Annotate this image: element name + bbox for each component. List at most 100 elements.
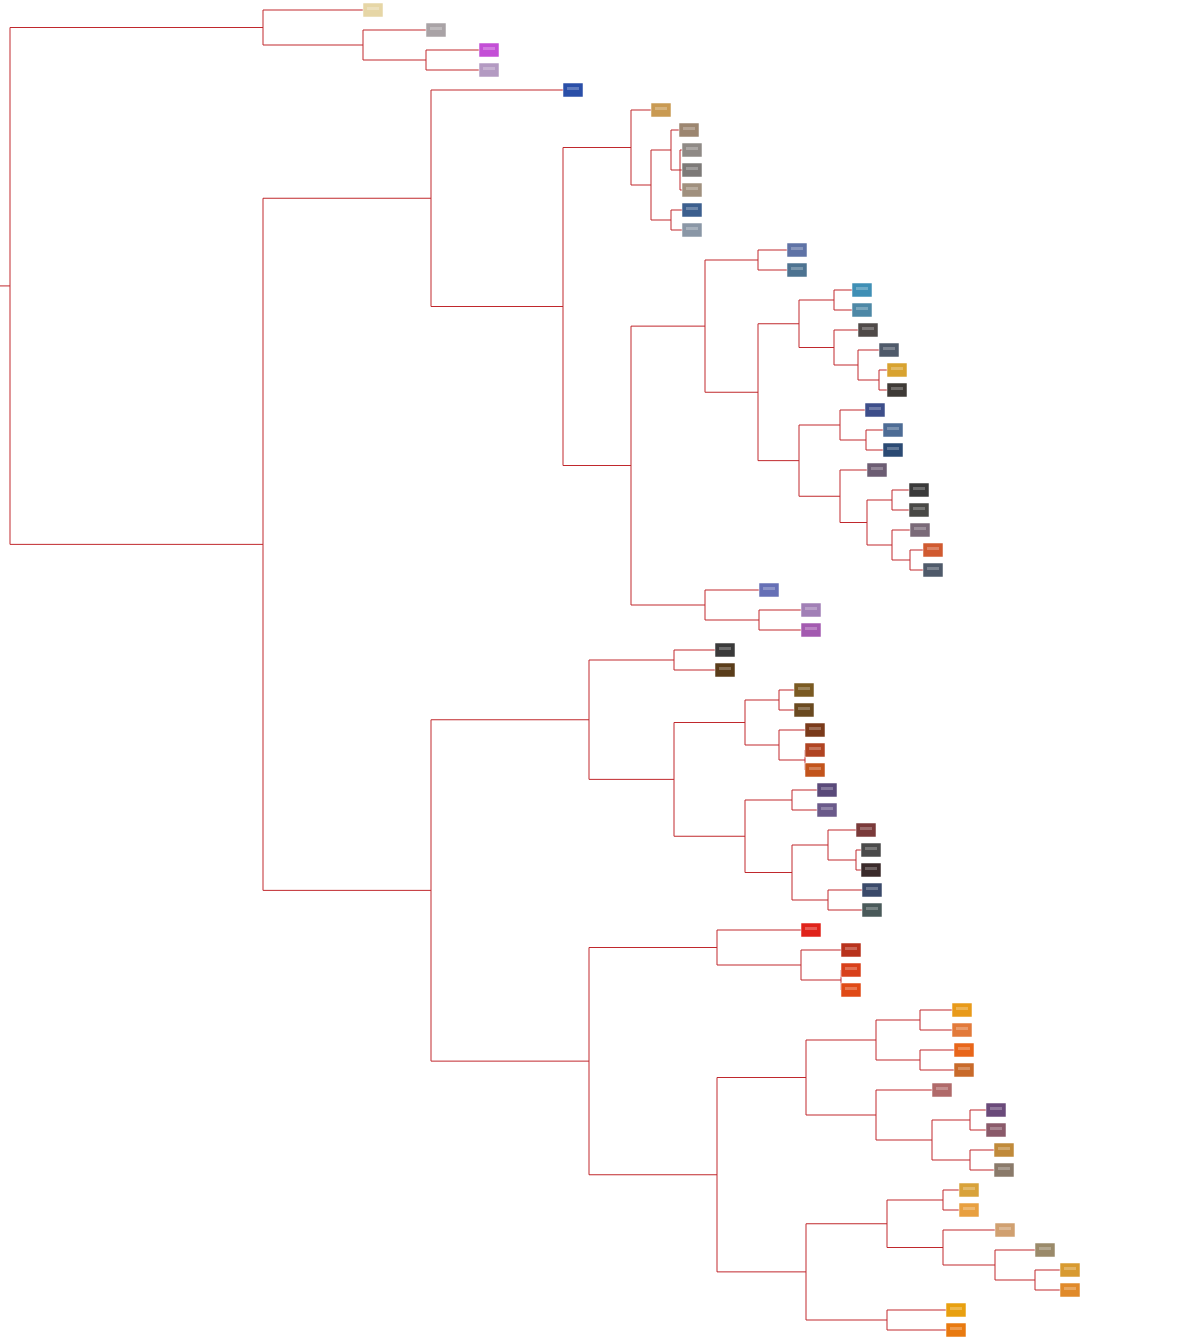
thumbnail-highlight <box>887 427 899 430</box>
thumbnail <box>804 762 826 778</box>
thumbnail <box>800 622 822 638</box>
thumbnail-highlight <box>1064 1267 1076 1270</box>
thumbnail-highlight <box>927 567 939 570</box>
thumbnail <box>861 902 883 918</box>
thumbnail-highlight <box>1039 1247 1051 1250</box>
thumbnail-highlight <box>686 207 698 210</box>
thumbnail-highlight <box>483 67 495 70</box>
thumbnail <box>362 2 384 18</box>
thumbnail <box>681 182 703 198</box>
thumbnail-highlight <box>999 1227 1011 1230</box>
thumbnail-highlight <box>990 1107 1002 1110</box>
thumbnail <box>922 542 944 558</box>
thumbnail-highlight <box>958 1047 970 1050</box>
thumbnail-highlight <box>430 27 442 30</box>
thumbnail <box>993 1142 1015 1158</box>
thumbnail-highlight <box>719 667 731 670</box>
thumbnail-highlight <box>686 167 698 170</box>
thumbnail <box>714 642 736 658</box>
thumbnail-highlight <box>998 1147 1010 1150</box>
thumbnail <box>985 1122 1007 1138</box>
thumbnail-highlight <box>862 327 874 330</box>
thumbnail <box>851 282 873 298</box>
thumbnail <box>714 662 736 678</box>
thumbnail <box>878 342 900 358</box>
thumbnail <box>681 222 703 238</box>
thumbnail-highlight <box>891 387 903 390</box>
thumbnail <box>993 1162 1015 1178</box>
thumbnail-highlight <box>865 867 877 870</box>
thumbnail-highlight <box>1064 1287 1076 1290</box>
thumbnail <box>840 982 862 998</box>
thumbnail <box>793 702 815 718</box>
thumbnail-highlight <box>845 987 857 990</box>
thumbnail <box>758 582 780 598</box>
thumbnail-highlight <box>927 547 939 550</box>
thumbnail-highlight <box>805 627 817 630</box>
thumbnail <box>425 22 447 38</box>
thumbnail <box>786 242 808 258</box>
thumbnail-highlight <box>809 767 821 770</box>
thumbnail-highlight <box>686 227 698 230</box>
thumbnail <box>945 1322 967 1338</box>
thumbnail <box>994 1222 1016 1238</box>
thumbnail <box>816 802 838 818</box>
thumbnail <box>908 502 930 518</box>
thumbnail-highlight <box>686 187 698 190</box>
thumbnail-highlight <box>963 1187 975 1190</box>
thumbnail <box>816 782 838 798</box>
thumbnail-highlight <box>567 87 579 90</box>
thumbnail-highlight <box>950 1307 962 1310</box>
thumbnail <box>478 42 500 58</box>
thumbnail-highlight <box>869 407 881 410</box>
thumbnail-highlight <box>998 1167 1010 1170</box>
thumbnail-highlight <box>913 507 925 510</box>
thumbnail <box>908 482 930 498</box>
thumbnail-highlight <box>958 1067 970 1070</box>
thumbnail <box>681 142 703 158</box>
thumbnail <box>886 362 908 378</box>
thumbnail-highlight <box>866 887 878 890</box>
thumbnail-highlight <box>683 127 695 130</box>
thumbnail <box>864 402 886 418</box>
thumbnail <box>953 1062 975 1078</box>
thumbnail-highlight <box>913 487 925 490</box>
thumbnail <box>860 842 882 858</box>
thumbnail-highlight <box>483 47 495 50</box>
thumbnail-highlight <box>871 467 883 470</box>
thumbnail-highlight <box>821 807 833 810</box>
thumbnail-highlight <box>719 647 731 650</box>
thumbnail <box>953 1042 975 1058</box>
thumbnail <box>931 1082 953 1098</box>
thumbnail-highlight <box>809 747 821 750</box>
thumbnail-highlight <box>860 827 872 830</box>
thumbnail <box>678 122 700 138</box>
thumbnail-highlight <box>809 727 821 730</box>
thumbnail <box>866 462 888 478</box>
thumbnail-highlight <box>936 1087 948 1090</box>
thumbnail-highlight <box>963 1207 975 1210</box>
thumbnail-highlight <box>805 927 817 930</box>
thumbnail <box>951 1002 973 1018</box>
thumbnail-highlight <box>956 1027 968 1030</box>
thumbnail-highlight <box>763 587 775 590</box>
thumbnail <box>681 202 703 218</box>
thumbnail <box>650 102 672 118</box>
thumbnail-highlight <box>845 947 857 950</box>
thumbnail <box>855 822 877 838</box>
thumbnail <box>478 62 500 78</box>
thumbnail-highlight <box>950 1327 962 1330</box>
thumbnail <box>922 562 944 578</box>
thumbnail-highlight <box>798 687 810 690</box>
thumbnail <box>985 1102 1007 1118</box>
thumbnail <box>804 722 826 738</box>
thumbnail <box>958 1202 980 1218</box>
thumbnail-highlight <box>866 907 878 910</box>
thumbnail <box>945 1302 967 1318</box>
thumbnail-highlight <box>805 607 817 610</box>
thumbnail-highlight <box>798 707 810 710</box>
thumbnail <box>1034 1242 1056 1258</box>
thumbnail <box>793 682 815 698</box>
